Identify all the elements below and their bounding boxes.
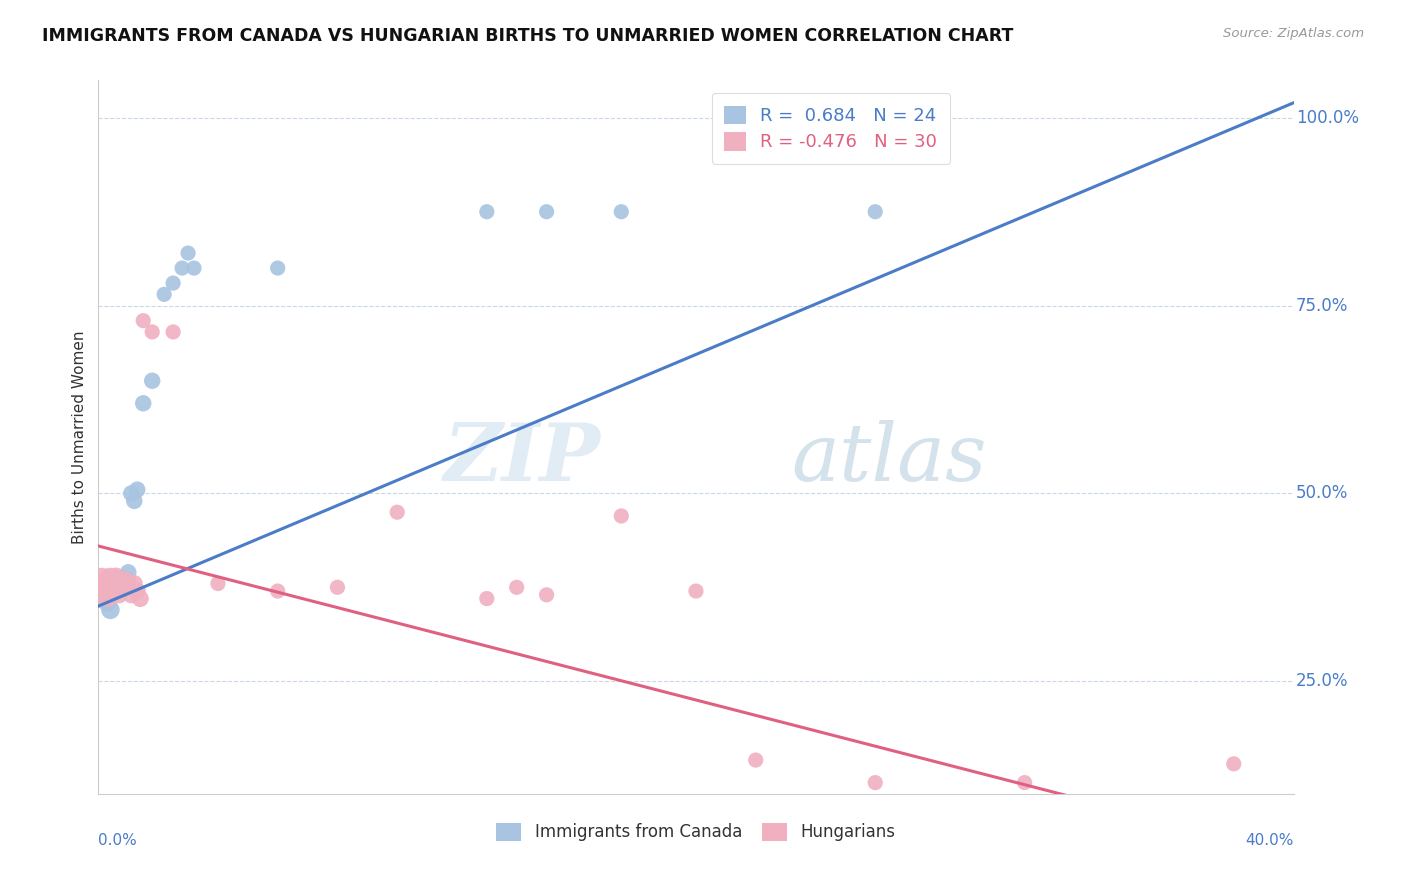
Point — [127, 584, 149, 599]
Point — [98, 603, 122, 617]
Point — [506, 580, 529, 594]
Point — [162, 276, 184, 290]
Point — [685, 584, 707, 599]
Point — [96, 588, 118, 602]
Point — [114, 573, 136, 587]
Point — [267, 261, 290, 276]
Point — [536, 204, 558, 219]
Point — [865, 204, 887, 219]
Point — [385, 505, 409, 519]
Point — [124, 494, 146, 508]
Text: IMMIGRANTS FROM CANADA VS HUNGARIAN BIRTHS TO UNMARRIED WOMEN CORRELATION CHART: IMMIGRANTS FROM CANADA VS HUNGARIAN BIRT… — [42, 27, 1014, 45]
Y-axis label: Births to Unmarried Women: Births to Unmarried Women — [72, 330, 87, 544]
Legend: Immigrants from Canada, Hungarians: Immigrants from Canada, Hungarians — [488, 814, 904, 850]
Point — [745, 753, 768, 767]
Point — [132, 396, 155, 410]
Point — [108, 588, 131, 602]
Point — [162, 325, 184, 339]
Point — [610, 204, 633, 219]
Point — [172, 261, 194, 276]
Point — [536, 588, 558, 602]
Point — [865, 775, 887, 789]
Point — [1014, 775, 1036, 789]
Point — [207, 576, 229, 591]
Point — [120, 588, 142, 602]
Point — [120, 486, 142, 500]
Point — [153, 287, 176, 301]
Text: 0.0%: 0.0% — [98, 833, 138, 848]
Point — [103, 580, 125, 594]
Point — [93, 580, 115, 594]
Text: ZIP: ZIP — [443, 420, 600, 497]
Text: 100.0%: 100.0% — [1296, 109, 1360, 127]
Point — [326, 580, 349, 594]
Point — [103, 580, 125, 594]
Point — [132, 313, 155, 327]
Point — [124, 576, 146, 591]
Text: 40.0%: 40.0% — [1246, 833, 1294, 848]
Point — [127, 483, 149, 497]
Point — [108, 573, 131, 587]
Point — [96, 595, 118, 609]
Text: 50.0%: 50.0% — [1296, 484, 1348, 502]
Text: Source: ZipAtlas.com: Source: ZipAtlas.com — [1223, 27, 1364, 40]
Point — [177, 246, 200, 260]
Point — [183, 261, 205, 276]
Point — [117, 566, 139, 580]
Point — [141, 374, 163, 388]
Point — [610, 508, 633, 523]
Point — [111, 580, 134, 594]
Point — [93, 588, 115, 602]
Point — [475, 204, 498, 219]
Point — [117, 576, 139, 591]
Point — [90, 573, 112, 587]
Point — [98, 573, 122, 587]
Point — [111, 580, 134, 594]
Point — [129, 591, 152, 606]
Point — [475, 591, 498, 606]
Point — [141, 325, 163, 339]
Text: atlas: atlas — [792, 420, 987, 497]
Point — [267, 584, 290, 599]
Text: 75.0%: 75.0% — [1296, 297, 1348, 315]
Point — [105, 580, 128, 594]
Point — [105, 569, 128, 583]
Text: 25.0%: 25.0% — [1296, 673, 1348, 690]
Point — [114, 573, 136, 587]
Point — [1223, 756, 1246, 771]
